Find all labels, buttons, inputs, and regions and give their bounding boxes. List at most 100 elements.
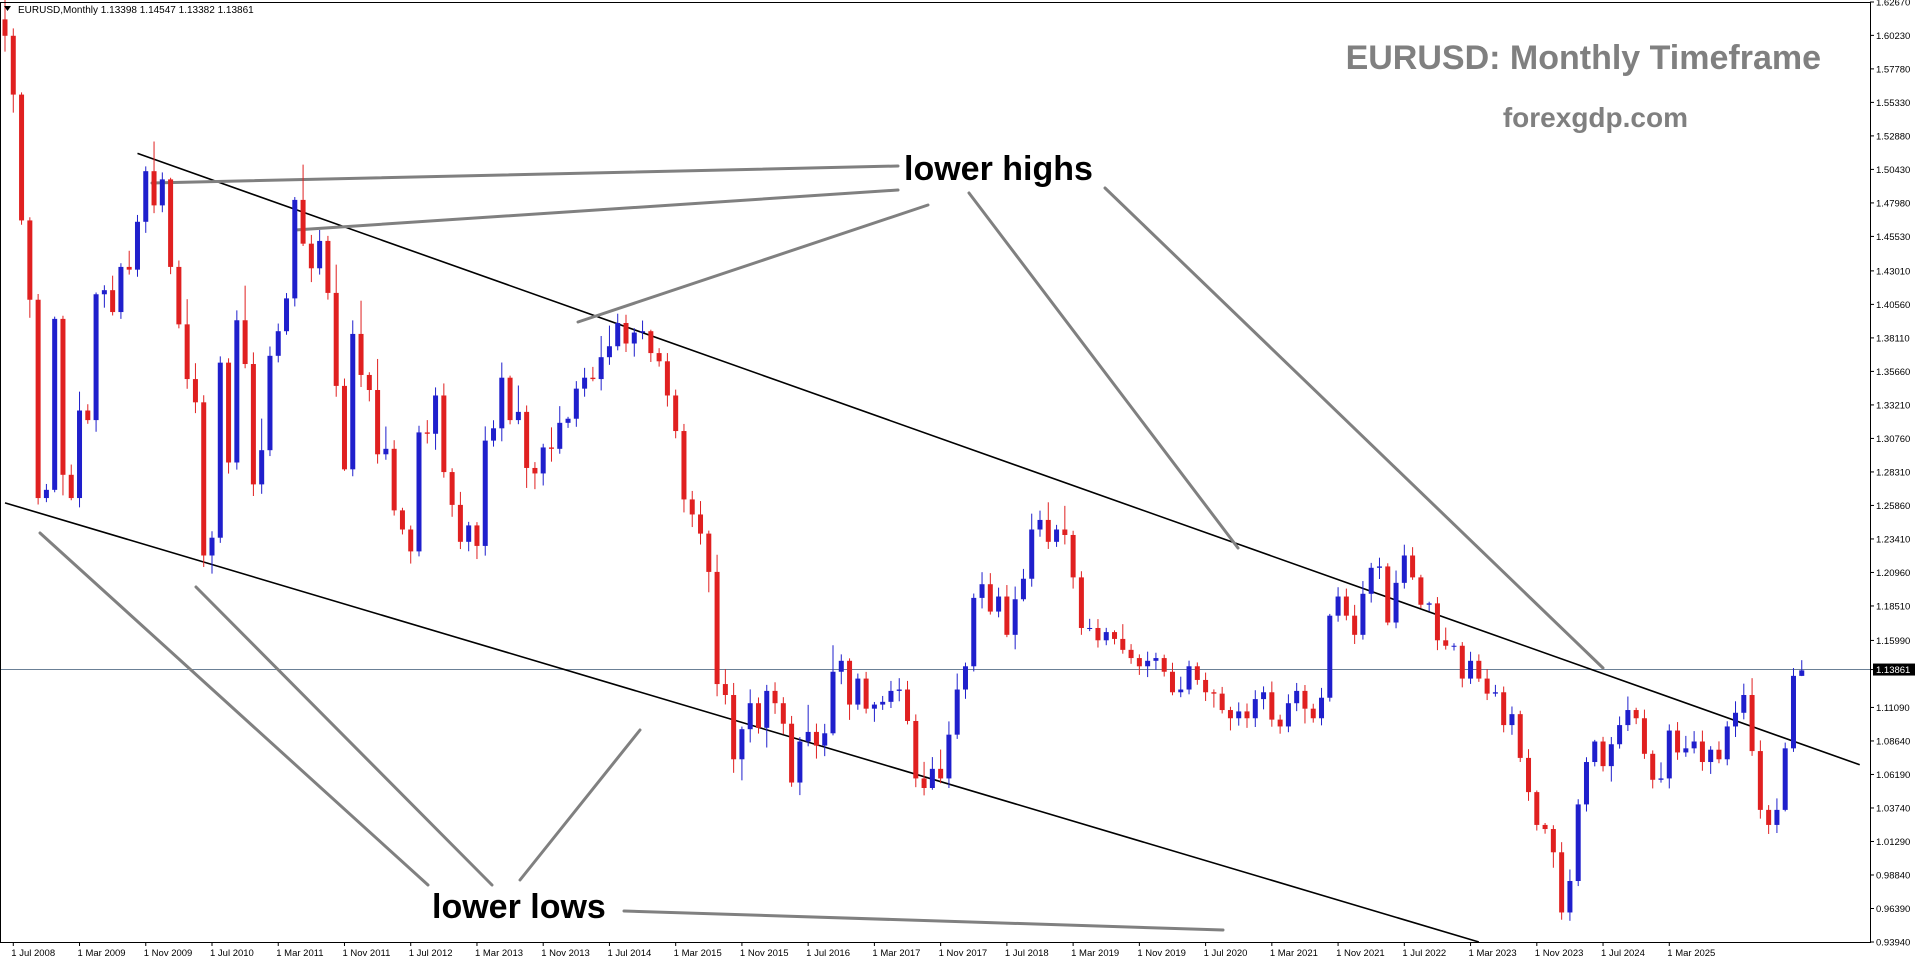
candle-body: [1434, 603, 1440, 641]
candle: [1757, 740, 1763, 819]
candle-body: [1699, 741, 1705, 763]
y-tick-label: 1.30760: [1876, 434, 1910, 445]
candle: [1269, 681, 1275, 727]
candle-body: [10, 35, 16, 95]
candle-body: [1194, 666, 1200, 680]
candle-body: [1782, 748, 1788, 810]
candle-body: [1716, 749, 1722, 760]
candle-body: [1169, 671, 1175, 693]
candle-body: [391, 448, 397, 511]
x-tick-label: 1 Nov 2011: [342, 948, 390, 959]
watermark-site: forexgdp.com: [1503, 102, 1688, 133]
candle: [1468, 651, 1474, 684]
candle: [640, 320, 646, 340]
candle-body: [755, 703, 761, 728]
candle-body: [1766, 809, 1772, 825]
candle: [1203, 672, 1209, 702]
x-tick-label: 1 Jul 2022: [1402, 948, 1446, 959]
candle-body: [698, 514, 704, 534]
candle: [341, 378, 347, 471]
candle-body: [284, 298, 290, 332]
candle-body: [1608, 744, 1614, 767]
candle-body: [789, 723, 795, 783]
y-tick-label: 1.35660: [1876, 367, 1910, 378]
candle: [52, 316, 58, 493]
candle-body: [1749, 694, 1755, 752]
candle-body: [797, 741, 803, 783]
candle: [1459, 642, 1465, 688]
candle-body: [565, 418, 571, 423]
candle-body: [1592, 741, 1598, 763]
candle: [317, 229, 323, 275]
candle: [929, 757, 935, 790]
candle: [1376, 557, 1382, 580]
candle: [1567, 869, 1573, 921]
candle-body: [855, 678, 861, 705]
candle-body: [1683, 748, 1689, 753]
candle: [1799, 660, 1805, 677]
candle: [764, 684, 770, 748]
candle-body: [126, 266, 132, 270]
candle: [184, 299, 190, 389]
candle-body: [1658, 778, 1664, 780]
candle-body: [1029, 529, 1035, 579]
candle: [433, 387, 439, 450]
x-tick-label: 1 Jul 2010: [210, 948, 254, 959]
candle-body: [1393, 582, 1399, 623]
candle: [325, 235, 331, 300]
candle: [623, 314, 629, 352]
candle-body: [259, 450, 265, 485]
candle: [1766, 805, 1772, 834]
candle-body: [1045, 519, 1051, 542]
candle: [1393, 570, 1399, 629]
candle: [1733, 701, 1739, 737]
candle: [466, 521, 472, 552]
candle: [1526, 749, 1532, 801]
candle-body: [1666, 730, 1672, 779]
lower-highs-callout-3: [576, 203, 930, 324]
y-tick-label: 1.33210: [1876, 400, 1910, 411]
candle-body: [499, 377, 505, 429]
candle-body: [234, 320, 240, 463]
candle-body: [871, 704, 877, 709]
candle: [722, 669, 728, 705]
candle: [1625, 696, 1631, 731]
candle: [1434, 597, 1440, 651]
candle-body: [714, 571, 720, 685]
candle: [1302, 685, 1308, 724]
dropdown-triangle-icon[interactable]: [4, 6, 11, 11]
candle: [1650, 750, 1656, 789]
candle-body: [52, 318, 58, 490]
candle-body: [1186, 666, 1192, 690]
candle-body: [606, 346, 612, 358]
candle: [1029, 513, 1035, 587]
candle-body: [631, 332, 637, 344]
lower-lows-callout-2: [194, 585, 494, 887]
candle: [168, 177, 174, 275]
candle: [201, 395, 207, 567]
candle: [333, 264, 339, 397]
candle: [979, 572, 985, 609]
candle: [1045, 502, 1051, 549]
candle: [813, 723, 819, 759]
candle: [1236, 702, 1242, 726]
candle-body: [1012, 599, 1018, 635]
candle-body: [118, 266, 124, 313]
candle-body: [1294, 690, 1300, 704]
candle-body: [722, 684, 728, 695]
candle: [27, 217, 33, 318]
candle: [1070, 530, 1076, 589]
candle-body: [987, 584, 993, 612]
candle-body: [1459, 645, 1465, 679]
candle: [457, 491, 463, 550]
candle-body: [681, 431, 687, 500]
candle-body: [1675, 730, 1681, 753]
candle: [1087, 618, 1093, 632]
candle-body: [317, 240, 323, 269]
candle-body: [1492, 692, 1498, 694]
candle: [1037, 510, 1043, 537]
candle: [582, 367, 588, 397]
candle-body: [913, 720, 919, 779]
candle: [1062, 505, 1068, 545]
candle: [375, 358, 381, 464]
